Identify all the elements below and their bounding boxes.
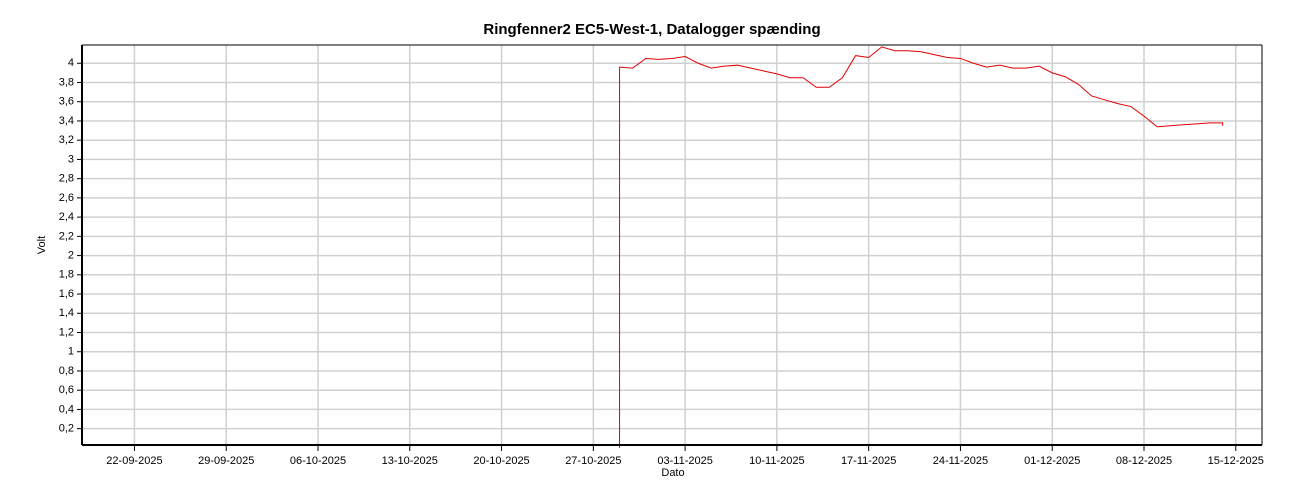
x-tick-label: 06-10-2025 xyxy=(290,455,346,467)
y-tick-label: 1,8 xyxy=(59,269,74,281)
y-tick-label: 2,6 xyxy=(59,192,74,204)
y-axis-label: Volt xyxy=(36,236,48,254)
y-tick-label: 3,6 xyxy=(59,96,74,108)
grid xyxy=(82,45,1262,445)
data-line xyxy=(619,46,1224,448)
chart-title: Ringfenner2 EC5-West-1, Datalogger spænd… xyxy=(483,21,820,38)
y-tick-label: 3,8 xyxy=(59,76,74,88)
y-tick-label: 2 xyxy=(68,249,74,261)
x-tick-label: 29-09-2025 xyxy=(198,455,254,467)
x-tick-label: 24-11-2025 xyxy=(933,455,988,467)
y-tick-label: 2,4 xyxy=(59,211,74,223)
y-tick-label: 2,2 xyxy=(59,230,74,242)
y-tick-label: 0,8 xyxy=(59,365,74,377)
x-tick-label: 20-10-2025 xyxy=(473,455,529,467)
y-tick-label: 1 xyxy=(68,346,74,358)
x-tick-label: 15-12-2025 xyxy=(1208,455,1264,467)
y-tick-label: 0,6 xyxy=(59,384,74,396)
x-tick-label: 03-11-2025 xyxy=(657,455,712,467)
y-tick-label: 1,2 xyxy=(59,326,74,338)
y-tick-label: 3,2 xyxy=(59,134,74,146)
y-tick-label: 1,4 xyxy=(59,307,74,319)
y-tick-label: 1,6 xyxy=(59,288,74,300)
x-tick-label: 17-11-2025 xyxy=(841,455,896,467)
plot xyxy=(619,46,1224,448)
x-axis-label: Dato xyxy=(661,467,684,479)
y-tick-label: 3,4 xyxy=(59,115,74,127)
y-tick-label: 2,8 xyxy=(59,173,74,185)
y-tick-label: 3 xyxy=(68,153,74,165)
y-tick-label: 0,2 xyxy=(59,423,74,435)
x-tick-label: 08-12-2025 xyxy=(1116,455,1172,467)
x-tick-label: 13-10-2025 xyxy=(382,455,438,467)
x-tick-label: 27-10-2025 xyxy=(565,455,621,467)
x-tick-label: 22-09-2025 xyxy=(106,455,162,467)
x-tick-label: 10-11-2025 xyxy=(749,455,804,467)
y-tick-label: 4 xyxy=(68,57,74,69)
x-tick-label: 01-12-2025 xyxy=(1024,455,1080,467)
y-tick-label: 0,4 xyxy=(59,403,74,415)
